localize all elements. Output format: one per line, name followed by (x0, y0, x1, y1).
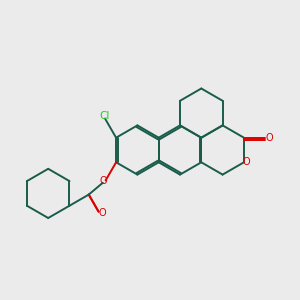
Text: O: O (99, 176, 107, 186)
Text: O: O (265, 133, 273, 143)
Text: O: O (98, 208, 106, 218)
Text: O: O (242, 157, 250, 167)
Text: Cl: Cl (99, 111, 109, 121)
